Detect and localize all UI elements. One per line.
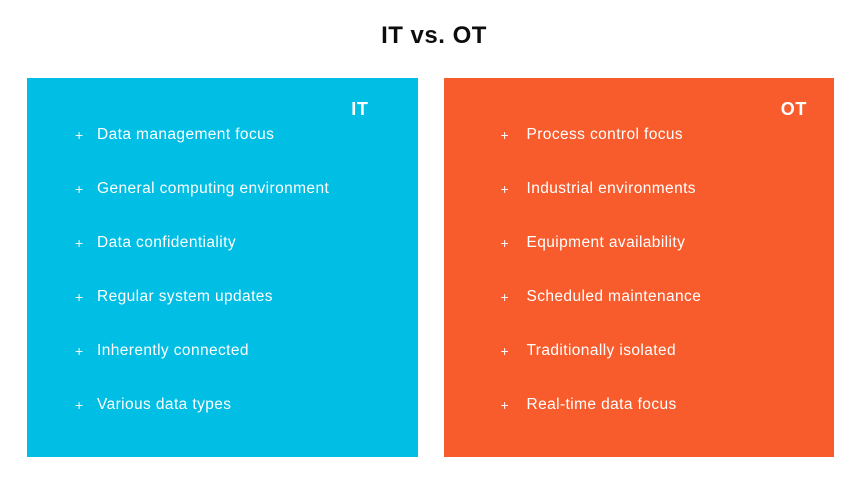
list-item: + Traditionally isolated xyxy=(444,324,835,378)
list-item: + General computing environment xyxy=(27,162,418,216)
ot-panel-label: OT xyxy=(780,99,807,119)
item-label: General computing environment xyxy=(97,180,330,197)
item-label: Traditionally isolated xyxy=(526,342,677,359)
it-item-list: + Data management focus + General computing… xyxy=(27,108,418,432)
plus-icon: + xyxy=(75,289,84,305)
list-item: + Inherently connected xyxy=(27,324,418,378)
plus-icon: + xyxy=(500,343,509,359)
list-item: + Process control focus xyxy=(444,108,835,162)
plus-icon: + xyxy=(500,127,509,143)
panels-container: IT + Data management focus + General comput… xyxy=(27,78,834,457)
plus-icon: + xyxy=(500,397,509,413)
it-panel-label: IT xyxy=(351,99,369,119)
item-label: Equipment availability xyxy=(526,234,686,251)
plus-icon: + xyxy=(75,397,84,413)
ot-item-list: + Process control focus + Industrial enviro… xyxy=(444,108,835,432)
plus-icon: + xyxy=(75,127,84,143)
plus-icon: + xyxy=(75,235,84,251)
plus-icon: + xyxy=(500,235,509,251)
ot-panel: OT + Process control focus + Industrial env… xyxy=(443,78,835,457)
plus-icon: + xyxy=(500,289,509,305)
list-item: + Regular system updates xyxy=(27,270,418,324)
plus-icon: + xyxy=(75,343,84,359)
list-item: + Data management focus xyxy=(27,108,418,162)
item-label: Scheduled maintenance xyxy=(526,288,702,305)
plus-icon: + xyxy=(500,181,509,197)
item-label: Process control focus xyxy=(526,126,684,143)
item-label: Industrial environments xyxy=(526,180,696,197)
item-label: Regular system updates xyxy=(97,288,273,305)
item-label: Inherently connected xyxy=(97,342,249,359)
list-item: + Equipment availability xyxy=(444,216,835,270)
list-item: + Various data types xyxy=(27,378,418,432)
list-item: + Real-time data focus xyxy=(444,378,835,432)
list-item: + Scheduled maintenance xyxy=(444,270,835,324)
list-item: + Data confidentiality xyxy=(27,216,418,270)
item-label: Data management focus xyxy=(97,126,275,143)
it-panel: IT + Data management focus + General comput… xyxy=(27,78,418,457)
page-title: IT vs. OT xyxy=(381,22,487,49)
item-label: Various data types xyxy=(97,396,232,413)
list-item: + Industrial environments xyxy=(444,162,835,216)
item-label: Real-time data focus xyxy=(526,396,677,413)
plus-icon: + xyxy=(75,181,84,197)
item-label: Data confidentiality xyxy=(97,234,236,251)
